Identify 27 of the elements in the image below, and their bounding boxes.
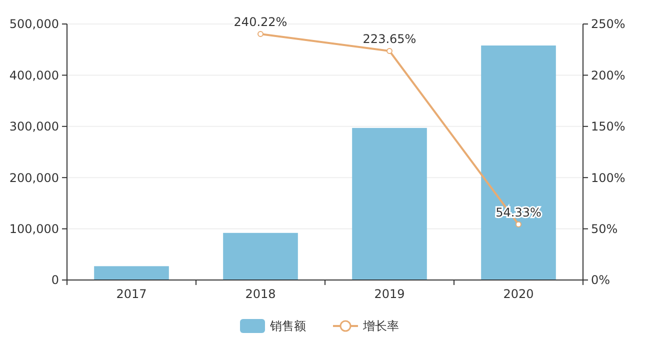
- bar: [481, 46, 556, 280]
- x-tick-label: 2020: [503, 287, 534, 301]
- y2-tick-label: 0%: [591, 273, 610, 288]
- y-tick-label: 300,000: [9, 120, 59, 134]
- data-label: 240.22%: [234, 15, 288, 30]
- y-tick-label: 400,000: [9, 68, 59, 82]
- legend-label: 增长率: [362, 319, 399, 334]
- point: [516, 221, 522, 228]
- y-tick-label: 500,000: [9, 17, 59, 32]
- y-tick-label: 100,000: [9, 222, 59, 236]
- point: [386, 48, 392, 54]
- data-label: 223.65%: [362, 32, 416, 46]
- x-tick-label: 2017: [116, 287, 147, 301]
- x-tick-label: 2019: [374, 287, 405, 301]
- y-tick-label: 200,000: [9, 170, 59, 185]
- y-tick-label: 0: [51, 273, 59, 288]
- y2-tick-label: 100%: [591, 170, 626, 185]
- y2-tick-label: 50%: [591, 222, 618, 236]
- x-tick-label: 2018: [245, 287, 276, 301]
- y2-tick-label: 200%: [591, 68, 626, 82]
- legend-label: 销售额: [269, 319, 306, 334]
- bar: [223, 232, 298, 280]
- point: [258, 31, 264, 38]
- y2-tick-label: 250%: [591, 17, 626, 32]
- bar: [94, 266, 169, 280]
- bar: [352, 128, 427, 280]
- y2-tick-label: 150%: [591, 120, 626, 134]
